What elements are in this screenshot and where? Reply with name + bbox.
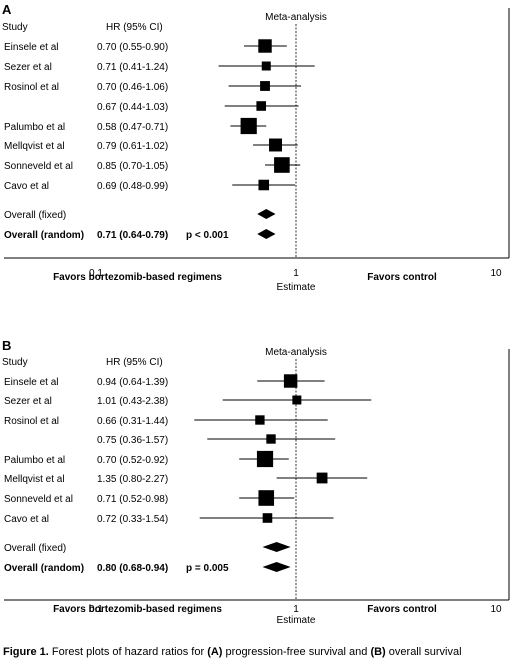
panel-a-title: Meta-analysis xyxy=(265,12,327,23)
panel-a-study-hr-text: 0.58 (0.47-0.71) xyxy=(97,122,168,133)
panel-b-summary-diamond xyxy=(262,562,291,572)
panel-a-study-point xyxy=(258,39,272,53)
panel-a-study-name: Rosinol et al xyxy=(4,82,59,93)
caption-label-b: (B) xyxy=(370,646,386,658)
panel-a-summary-p-text: p < 0.001 xyxy=(186,230,229,241)
panel-a-panel-label: A xyxy=(2,2,12,17)
panel-a-summary-name: Overall (fixed) xyxy=(4,210,66,221)
panel-a-summary-hr-text: 0.71 (0.64-0.79) xyxy=(97,230,168,241)
panel-a-study-point xyxy=(258,179,270,191)
panel-a-study-name: Einsele et al xyxy=(4,42,58,53)
panel-b-summary-hr-text: 0.80 (0.68-0.94) xyxy=(97,563,168,574)
panel-b-study-point xyxy=(283,374,298,388)
panel-a-study-hr-text: 0.70 (0.55-0.90) xyxy=(97,42,168,53)
panel-a-study-point xyxy=(240,117,257,135)
panel-b-study-name: Mellqvist et al xyxy=(4,474,65,485)
panel-a-study-name: Sonneveld et al xyxy=(4,161,73,172)
panel-a-summary-name: Overall (random) xyxy=(4,230,84,241)
caption-text-1: Forest plots of hazard ratios for xyxy=(48,646,208,658)
panel-a-study-hr-text: 0.79 (0.61-1.02) xyxy=(97,141,168,152)
panel-a-x-tick-label: 10 xyxy=(490,268,502,279)
panel-a-study-hr-text: 0.67 (0.44-1.03) xyxy=(97,102,168,113)
panel-a-study-hr-text: 0.69 (0.48-0.99) xyxy=(97,181,168,192)
panel-b-x-tick-label: 10 xyxy=(490,604,502,615)
panel-a-study-hr-text: 0.85 (0.70-1.05) xyxy=(97,161,168,172)
panel-a-x-tick-label: 1 xyxy=(293,268,299,279)
panel-b-study-name: Sonneveld et al xyxy=(4,494,73,505)
panel-b-study-hr-text: 0.75 (0.36-1.57) xyxy=(97,435,168,446)
caption-text-3: overall survival xyxy=(385,646,462,658)
panel-b-study-name: Rosinol et al xyxy=(4,416,59,427)
panel-b-summary-diamond xyxy=(262,542,291,552)
panel-b-study-hr-text: 0.70 (0.52-0.92) xyxy=(97,455,168,466)
panel-a-study-name: Cavo et al xyxy=(4,181,49,192)
figure-caption: Figure 1. Forest plots of hazard ratios … xyxy=(3,646,518,658)
panel-b-study-header: Study xyxy=(2,357,28,368)
panel-a-study-point xyxy=(274,157,290,173)
panel-b-summary-name: Overall (fixed) xyxy=(4,543,66,554)
caption-text-2: progression-free survival and xyxy=(222,646,371,658)
panel-b-x-axis-label: Estimate xyxy=(277,615,316,626)
panel-b-study-hr-text: 0.66 (0.31-1.44) xyxy=(97,416,168,427)
panel-b-study-point xyxy=(266,434,276,444)
panel-b-study-hr-text: 0.72 (0.33-1.54) xyxy=(97,514,168,525)
panel-b-study-point xyxy=(256,450,274,468)
caption-prefix: Figure 1. xyxy=(3,646,49,658)
caption-label-a: (A) xyxy=(207,646,223,658)
panel-b-study-point xyxy=(258,490,275,506)
panel-b-study-point xyxy=(262,513,273,523)
panel-a-study-name: Sezer et al xyxy=(4,62,52,73)
panel-b-x-tick-label: 1 xyxy=(293,604,299,615)
panel-b-favors-right: Favors control xyxy=(367,604,437,615)
panel-b-study-point xyxy=(255,415,265,425)
panel-a-favors-right: Favors control xyxy=(367,272,437,283)
panel-b-title: Meta-analysis xyxy=(265,347,327,358)
panel-a-study-hr-text: 0.70 (0.46-1.06) xyxy=(97,82,168,93)
panel-a-study-name: Palumbo et al xyxy=(4,122,65,133)
panel-b-study-hr-text: 1.35 (0.80-2.27) xyxy=(97,474,168,485)
panel-b-study-point xyxy=(316,472,328,484)
panel-b-summary-name: Overall (random) xyxy=(4,563,84,574)
panel-b-study-name: Cavo et al xyxy=(4,514,49,525)
panel-b-summary-p-text: p = 0.005 xyxy=(186,563,229,574)
panel-b-panel-label: B xyxy=(2,338,11,353)
panel-a-hr-header: HR (95% CI) xyxy=(106,22,163,33)
panel-a-study-point xyxy=(269,138,283,152)
panel-a-study-point xyxy=(261,61,271,71)
panel-a-study-header: Study xyxy=(2,22,28,33)
panel-a-study-point xyxy=(260,81,270,91)
panel-a-study-point xyxy=(256,101,267,111)
panel-b-hr-header: HR (95% CI) xyxy=(106,357,163,368)
panel-b-study-hr-text: 0.71 (0.52-0.98) xyxy=(97,494,168,505)
panel-a-summary-diamond xyxy=(257,229,276,239)
panel-b-study-name: Palumbo et al xyxy=(4,455,65,466)
panel-a-x-axis-label: Estimate xyxy=(277,282,316,293)
panel-b-study-hr-text: 1.01 (0.43-2.38) xyxy=(97,396,168,407)
panel-a-study-hr-text: 0.71 (0.41-1.24) xyxy=(97,62,168,73)
panel-b-study-name: Einsele et al xyxy=(4,377,58,388)
panel-b-study-hr-text: 0.94 (0.64-1.39) xyxy=(97,377,168,388)
panel-a-study-name: Mellqvist et al xyxy=(4,141,65,152)
panel-b-study-name: Sezer et al xyxy=(4,396,52,407)
panel-a-favors-left: Favors bortezomib-based regimens xyxy=(53,272,222,283)
panel-a-summary-diamond xyxy=(257,209,276,219)
panel-a-x-tick-label: 0.1 xyxy=(89,268,103,279)
panel-b-favors-left: Favors bortezomib-based regimens xyxy=(53,604,222,615)
panel-b-study-point xyxy=(292,395,302,405)
panel-b-x-tick-label: 0.1 xyxy=(89,604,103,615)
